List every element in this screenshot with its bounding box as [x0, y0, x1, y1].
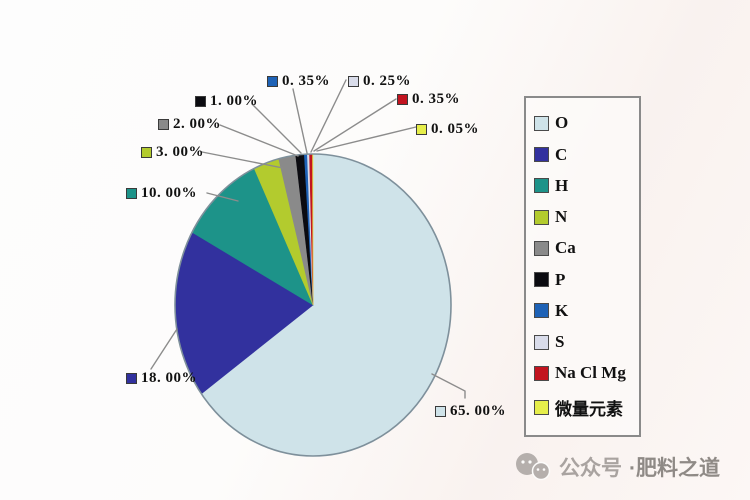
O-swatch-icon — [435, 406, 446, 417]
legend-label: H — [555, 175, 569, 195]
legend-item-P: P — [534, 270, 639, 290]
callout-C-value: 18. 00% — [141, 370, 197, 386]
leader-lines — [150, 79, 466, 399]
leader-line-Ca — [219, 124, 299, 157]
N-swatch-icon — [141, 147, 152, 158]
callout-H: 10. 00% — [126, 185, 197, 202]
wechat-icon — [516, 453, 551, 481]
legend-label: O — [555, 113, 569, 133]
legend-item-N: N — [534, 207, 639, 227]
watermark-prefix: 公众号 — [559, 457, 622, 480]
legend-item-K: K — [534, 301, 639, 321]
H-legend-swatch-icon — [534, 178, 549, 194]
N-legend-swatch-icon — [534, 209, 549, 225]
callout-N-value: 3. 00% — [156, 144, 204, 160]
legend-label: 微量元素 — [555, 399, 623, 419]
leader-line-P — [251, 103, 302, 154]
K-swatch-icon — [267, 76, 278, 87]
callout-S: 0. 25% — [348, 73, 411, 90]
K-legend-swatch-icon — [534, 303, 549, 319]
NaClMg-swatch-icon — [397, 94, 408, 105]
S-legend-swatch-icon — [534, 334, 549, 350]
callout-NaClMg-value: 0. 35% — [412, 91, 460, 107]
legend-label: N — [555, 207, 568, 227]
O-legend-swatch-icon — [534, 115, 549, 131]
legend-item-trace: 微量元素 — [534, 395, 639, 420]
leader-line-NaClMg — [313, 98, 397, 152]
P-swatch-icon — [195, 96, 206, 107]
callout-C: 18. 00% — [126, 370, 197, 387]
callout-NaClMg: 0. 35% — [397, 91, 460, 108]
legend-label: C — [555, 144, 568, 164]
leader-line-C — [150, 328, 178, 370]
callout-P-value: 1. 00% — [210, 93, 258, 109]
legend-box: O C H N Ca P K S — [524, 96, 641, 437]
leader-line-N — [201, 151, 284, 169]
Ca-swatch-icon — [158, 119, 169, 130]
callout-P: 1. 00% — [195, 93, 258, 110]
leader-line-H — [206, 192, 239, 202]
callout-N: 3. 00% — [141, 144, 204, 161]
trace-swatch-icon — [416, 124, 427, 135]
Ca-legend-swatch-icon — [534, 240, 549, 256]
callout-O-value: 65. 00% — [450, 403, 506, 419]
callout-O: 65. 00% — [435, 403, 506, 420]
trace-legend-swatch-icon — [534, 399, 549, 415]
legend-label: Ca — [555, 238, 576, 258]
legend-item-NaClMg: Na Cl Mg — [534, 363, 639, 383]
leader-line-S — [310, 79, 347, 153]
legend-label: Na Cl Mg — [555, 363, 626, 383]
callout-Ca-value: 2. 00% — [173, 116, 221, 132]
legend-label: P — [555, 269, 566, 289]
watermark-suffix: ·肥料之道 — [629, 457, 720, 480]
leader-line-trace — [316, 126, 417, 152]
legend-item-H: H — [534, 176, 639, 196]
pie-outline — [174, 153, 452, 457]
legend-item-C: C — [534, 145, 639, 165]
callout-trace-value: 0. 05% — [431, 121, 479, 137]
legend-label: S — [555, 332, 565, 352]
legend-item-Ca: Ca — [534, 238, 639, 258]
NaClMg-legend-swatch-icon — [534, 365, 549, 381]
callout-S-value: 0. 25% — [363, 73, 411, 89]
leader-line-K — [292, 88, 308, 154]
P-legend-swatch-icon — [534, 272, 549, 288]
callout-K-value: 0. 35% — [282, 73, 330, 89]
watermark: 公众号 ·肥料之道 — [514, 452, 720, 482]
S-swatch-icon — [348, 76, 359, 87]
C-legend-swatch-icon — [534, 147, 549, 163]
callout-K: 0. 35% — [267, 73, 330, 90]
callout-Ca: 2. 00% — [158, 116, 221, 133]
callout-H-value: 10. 00% — [141, 185, 197, 201]
leader-line-O — [431, 373, 466, 399]
pie-slices — [174, 153, 452, 457]
legend-item-S: S — [534, 332, 639, 352]
H-swatch-icon — [126, 188, 137, 199]
legend-item-O: O — [534, 113, 639, 133]
C-swatch-icon — [126, 373, 137, 384]
callout-trace: 0. 05% — [416, 121, 479, 138]
legend-label: K — [555, 300, 569, 320]
